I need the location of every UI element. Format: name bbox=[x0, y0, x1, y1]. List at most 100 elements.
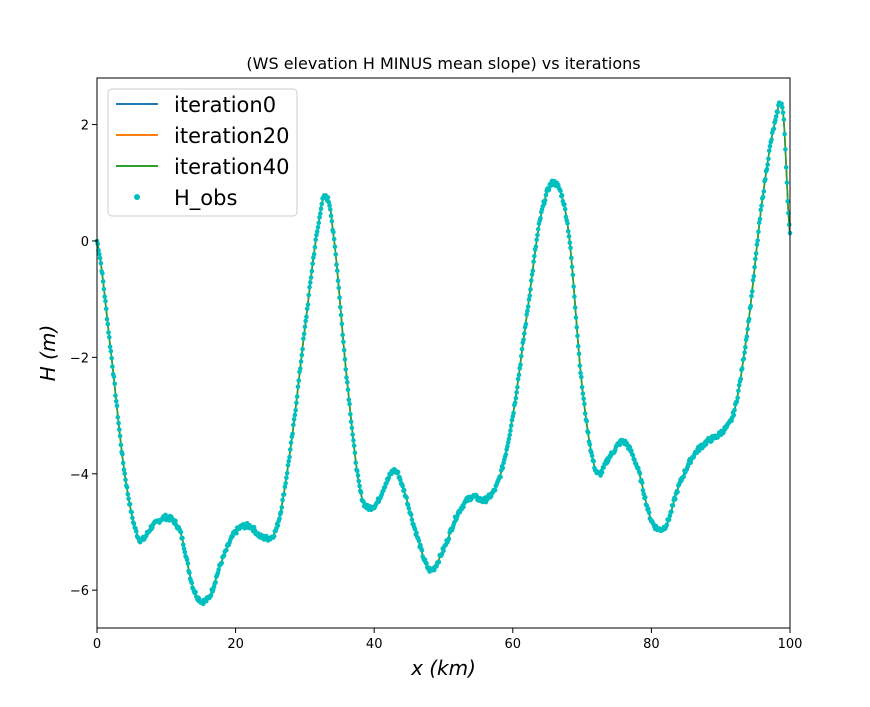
legend-label-iteration20: iteration20 bbox=[174, 124, 289, 148]
obs-point bbox=[508, 423, 514, 428]
obs-point bbox=[117, 433, 123, 439]
obs-point bbox=[505, 444, 510, 449]
obs-point bbox=[111, 374, 117, 380]
obs-point bbox=[535, 232, 540, 238]
obs-point bbox=[446, 536, 452, 541]
obs-point bbox=[582, 401, 587, 407]
obs-point bbox=[334, 268, 340, 273]
obs-point bbox=[769, 137, 774, 142]
obs-point bbox=[97, 255, 103, 261]
obs-point bbox=[178, 529, 184, 535]
obs-point bbox=[783, 165, 789, 170]
obs-point bbox=[570, 272, 576, 278]
obs-point bbox=[518, 353, 524, 359]
obs-point bbox=[558, 188, 563, 194]
obs-point bbox=[500, 465, 506, 471]
obs-point bbox=[759, 203, 764, 208]
obs-point bbox=[585, 430, 591, 435]
obs-point bbox=[125, 491, 131, 497]
x-axis-label: x (km) bbox=[410, 656, 476, 680]
obs-point bbox=[182, 549, 188, 555]
obs-point bbox=[120, 451, 125, 457]
obs-point bbox=[357, 483, 362, 489]
obs-point bbox=[118, 442, 124, 448]
obs-point bbox=[113, 398, 119, 404]
x-axis: 0 20 40 60 80 100 bbox=[93, 628, 802, 652]
obs-point bbox=[735, 395, 740, 401]
obs-point bbox=[738, 376, 744, 382]
obs-point bbox=[348, 411, 353, 417]
obs-point bbox=[332, 244, 338, 250]
obs-point bbox=[310, 261, 315, 267]
obs-point bbox=[337, 295, 342, 301]
obs-point bbox=[461, 504, 466, 510]
obs-point bbox=[277, 516, 282, 521]
obs-point bbox=[315, 224, 321, 230]
obs-point bbox=[311, 251, 317, 257]
obs-point bbox=[123, 477, 128, 483]
obs-point bbox=[765, 162, 770, 167]
obs-point bbox=[566, 234, 572, 239]
obs-point bbox=[279, 505, 285, 510]
obs-point bbox=[304, 306, 310, 312]
obs-point bbox=[314, 232, 319, 238]
obs-point bbox=[581, 396, 586, 402]
obs-point bbox=[294, 400, 299, 406]
obs-point bbox=[107, 334, 112, 340]
obs-point bbox=[579, 384, 585, 390]
obs-point bbox=[101, 286, 107, 292]
obs-point bbox=[667, 513, 673, 519]
obs-point bbox=[533, 244, 539, 249]
obs-point bbox=[100, 271, 105, 276]
obs-point bbox=[646, 506, 651, 512]
obs-point bbox=[573, 315, 579, 320]
obs-point bbox=[98, 261, 104, 266]
obs-point bbox=[752, 264, 757, 270]
obs-point bbox=[599, 470, 605, 475]
obs-point bbox=[104, 316, 110, 322]
obs-point bbox=[731, 412, 737, 418]
obs-point bbox=[672, 496, 678, 502]
obs-point bbox=[109, 355, 114, 361]
x-tick-label: 40 bbox=[366, 637, 383, 652]
obs-point bbox=[741, 356, 747, 362]
obs-point bbox=[509, 417, 515, 423]
obs-point bbox=[307, 280, 313, 285]
obs-point bbox=[124, 484, 130, 490]
obs-point bbox=[338, 304, 343, 310]
y-tick-label: 0 bbox=[81, 235, 89, 250]
obs-point bbox=[193, 589, 198, 595]
obs-point bbox=[736, 382, 742, 388]
obs-point bbox=[492, 487, 498, 493]
obs-point bbox=[729, 418, 734, 424]
obs-point bbox=[284, 470, 290, 476]
obs-point bbox=[507, 432, 513, 438]
obs-point bbox=[748, 303, 754, 309]
obs-point bbox=[278, 509, 284, 515]
obs-point bbox=[779, 101, 784, 107]
obs-point bbox=[766, 148, 772, 154]
obs-point bbox=[578, 370, 583, 376]
obs-point bbox=[523, 321, 529, 327]
obs-point bbox=[336, 285, 342, 291]
obs-point bbox=[180, 542, 186, 547]
obs-point bbox=[187, 570, 192, 576]
obs-point bbox=[518, 362, 523, 368]
obs-point bbox=[351, 443, 357, 448]
obs-point bbox=[355, 473, 361, 478]
obs-point bbox=[512, 400, 518, 406]
obs-point bbox=[102, 294, 107, 299]
obs-point bbox=[318, 211, 323, 216]
obs-point bbox=[526, 297, 532, 302]
obs-point bbox=[734, 399, 740, 404]
y-tick-label: 2 bbox=[81, 119, 89, 134]
obs-point bbox=[522, 331, 527, 336]
obs-point bbox=[584, 418, 590, 424]
obs-point bbox=[319, 201, 325, 207]
obs-point bbox=[95, 241, 101, 247]
obs-point bbox=[344, 375, 349, 380]
obs-point bbox=[749, 289, 755, 294]
obs-point bbox=[771, 126, 777, 132]
obs-point bbox=[436, 559, 442, 565]
obs-point bbox=[189, 580, 195, 586]
